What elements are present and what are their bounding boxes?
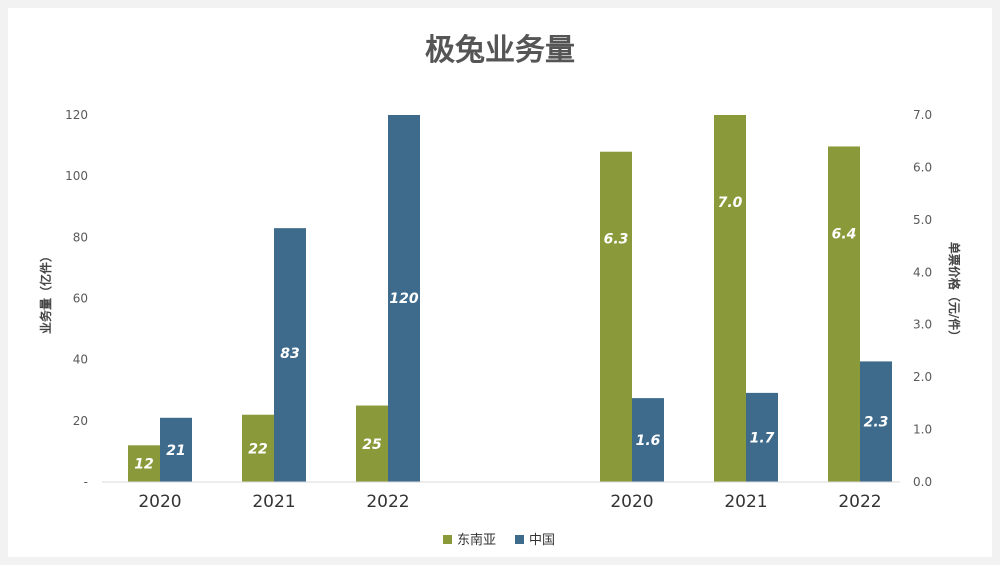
- bar-china: [860, 361, 892, 482]
- left-y-tick-label: 80: [73, 230, 88, 244]
- bar-china: [388, 115, 420, 482]
- bar-china: [160, 417, 192, 482]
- left-y-tick-label: 20: [73, 414, 88, 428]
- bar-sea: [828, 146, 860, 482]
- bar-china: [274, 228, 306, 482]
- bar-data-label: 25: [362, 437, 382, 453]
- bar-data-label: 2.3: [864, 415, 889, 431]
- x-category-label: 2021: [252, 492, 295, 512]
- left-axis-title: 业务量（亿件）: [38, 250, 53, 334]
- left-y-tick-label: 120: [65, 108, 88, 122]
- right-y-axis: 0.0 1.0 2.0 3.0 4.0 5.0 6.0 7.0: [913, 108, 932, 489]
- bar-data-label: 6.4: [832, 226, 857, 242]
- bar-data-label: 6.3: [604, 232, 629, 248]
- x-category-label: 2022: [838, 492, 881, 512]
- bar-data-label: 120: [389, 291, 418, 307]
- bar-china: [632, 398, 664, 482]
- bar-data-label: 7.0: [718, 195, 743, 211]
- left-y-tick-label: 100: [65, 169, 88, 183]
- right-y-tick-label: 4.0: [913, 265, 932, 279]
- bar-sea: [242, 414, 274, 482]
- left-y-axis: - 20 40 60 80 100 120: [65, 108, 88, 489]
- watermark: 搜狐号@电商报官方账号: [769, 533, 978, 556]
- left-y-tick-label: 60: [73, 292, 88, 306]
- x-category-label: 2020: [610, 492, 653, 512]
- x-category-label: 2020: [138, 492, 181, 512]
- bar-sea: [600, 151, 632, 482]
- bar-data-label: 22: [248, 441, 267, 457]
- bars-group: [128, 115, 892, 482]
- legend-label-china: 中国: [529, 533, 555, 548]
- right-y-tick-label: 6.0: [913, 160, 932, 174]
- right-y-tick-label: 3.0: [913, 318, 932, 332]
- x-axis-categories: 2020 2021 2022 2020 2021 2022: [138, 492, 881, 512]
- legend: 东南亚 中国: [443, 532, 555, 548]
- bar-data-label: 1.6: [636, 433, 661, 449]
- bar-data-label: 1.7: [750, 430, 775, 446]
- left-y-tick-label: 40: [73, 353, 88, 367]
- x-category-label: 2021: [724, 492, 767, 512]
- right-y-tick-label: 0.0: [913, 475, 932, 489]
- right-y-tick-label: 2.0: [913, 370, 932, 384]
- legend-swatch-sea: [443, 535, 452, 544]
- x-category-label: 2022: [366, 492, 409, 512]
- right-axis-title: 单票价格（元/件）: [947, 242, 962, 342]
- left-y-tick-label: -: [84, 475, 88, 489]
- bar-china: [746, 392, 778, 482]
- bar-data-label: 12: [134, 457, 153, 473]
- legend-swatch-china: [515, 535, 524, 544]
- chart-title: 极兔业务量: [425, 33, 575, 68]
- data-labels-group: 12 21 22 83 25 120 6.3 1.6 7.0 1.7 6.4 2.3: [134, 195, 888, 473]
- right-y-tick-label: 1.0: [913, 423, 932, 437]
- legend-label-sea: 东南亚: [457, 532, 496, 548]
- bar-sea: [356, 405, 388, 482]
- right-y-tick-label: 5.0: [913, 213, 932, 227]
- bar-data-label: 83: [280, 346, 299, 362]
- bar-data-label: 21: [166, 443, 185, 459]
- bar-sea: [714, 115, 746, 482]
- bar-sea: [128, 445, 160, 482]
- right-y-tick-label: 7.0: [913, 108, 932, 122]
